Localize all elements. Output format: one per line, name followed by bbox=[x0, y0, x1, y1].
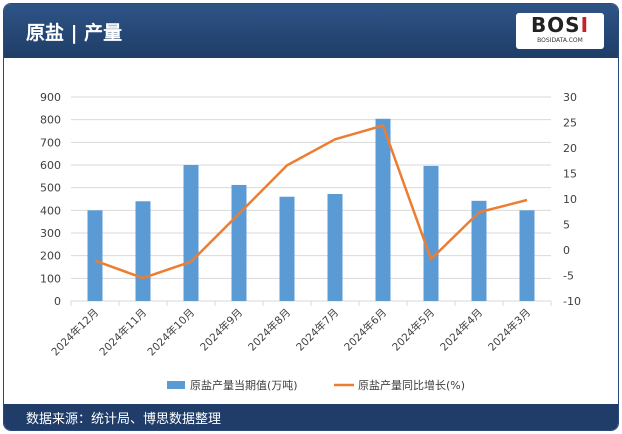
chart-card: 原盐 | 产量 BOSI BOSIDATA.COM 0 100 200 300 400 5… bbox=[3, 3, 619, 431]
right-axis-tick: 25 bbox=[563, 117, 577, 130]
left-axis-tick: 200 bbox=[40, 250, 61, 263]
right-axis-tick: 5 bbox=[563, 219, 570, 232]
x-axis-label: 2024年3月 bbox=[485, 306, 533, 354]
left-axis-tick: 100 bbox=[40, 272, 61, 285]
data-source: 数据来源：统计局、博思数据整理 bbox=[26, 412, 222, 427]
legend-bar-swatch bbox=[167, 381, 185, 389]
right-axis-tick: -5 bbox=[563, 270, 574, 283]
page-title: 原盐 | 产量 bbox=[26, 22, 123, 44]
right-axis-tick: 10 bbox=[563, 193, 577, 206]
bosi-logo: BOSI BOSIDATA.COM bbox=[516, 13, 604, 49]
bar bbox=[135, 201, 151, 301]
footer: 数据来源：统计局、博思数据整理 bbox=[4, 404, 618, 430]
legend-bar-label: 原盐产量当期值(万吨) bbox=[190, 378, 298, 392]
bar bbox=[279, 196, 295, 301]
legend-line-label: 原盐产量同比增长(%) bbox=[358, 378, 465, 392]
left-axis-tick: 600 bbox=[40, 159, 61, 172]
x-axis-label: 2024年10月 bbox=[145, 306, 197, 358]
x-axis-label: 2024年8月 bbox=[245, 306, 293, 354]
x-axis-label: 2024年7月 bbox=[293, 306, 341, 354]
chart: 0 100 200 300 400 500 600 700 800 900 -10 -5 0 5 10 15 2… bbox=[40, 91, 581, 392]
x-axis-label: 2024年12月 bbox=[49, 306, 101, 358]
right-axis-tick: 30 bbox=[563, 91, 577, 104]
bar bbox=[231, 184, 247, 301]
header: 原盐 | 产量 BOSI BOSIDATA.COM bbox=[4, 4, 618, 58]
right-axis-tick: 15 bbox=[563, 168, 577, 181]
bar bbox=[423, 165, 439, 301]
left-axis-tick: 900 bbox=[40, 91, 61, 104]
line-series bbox=[94, 124, 528, 280]
right-axis-tick: 0 bbox=[563, 244, 570, 257]
left-axis-tick: 800 bbox=[40, 114, 61, 127]
left-axis-tick: 300 bbox=[40, 227, 61, 240]
x-axis-label: 2024年5月 bbox=[389, 306, 437, 354]
bar bbox=[327, 194, 343, 301]
x-axis-label: 2024年4月 bbox=[437, 306, 485, 354]
right-axis-tick: 20 bbox=[563, 142, 577, 155]
left-axis-tick: 400 bbox=[40, 204, 61, 217]
x-axis-label: 2024年9月 bbox=[197, 306, 245, 354]
left-axis-tick: 0 bbox=[54, 295, 61, 308]
left-axis-tick: 500 bbox=[40, 182, 61, 195]
bar bbox=[471, 200, 487, 301]
right-axis-tick: -10 bbox=[563, 295, 581, 308]
x-axis-label: 2024年11月 bbox=[97, 306, 149, 358]
bar bbox=[87, 210, 103, 301]
bar bbox=[183, 165, 199, 301]
bar bbox=[519, 210, 535, 301]
left-axis-tick: 700 bbox=[40, 136, 61, 149]
bar bbox=[375, 118, 391, 301]
x-axis-label: 2024年6月 bbox=[341, 306, 389, 354]
